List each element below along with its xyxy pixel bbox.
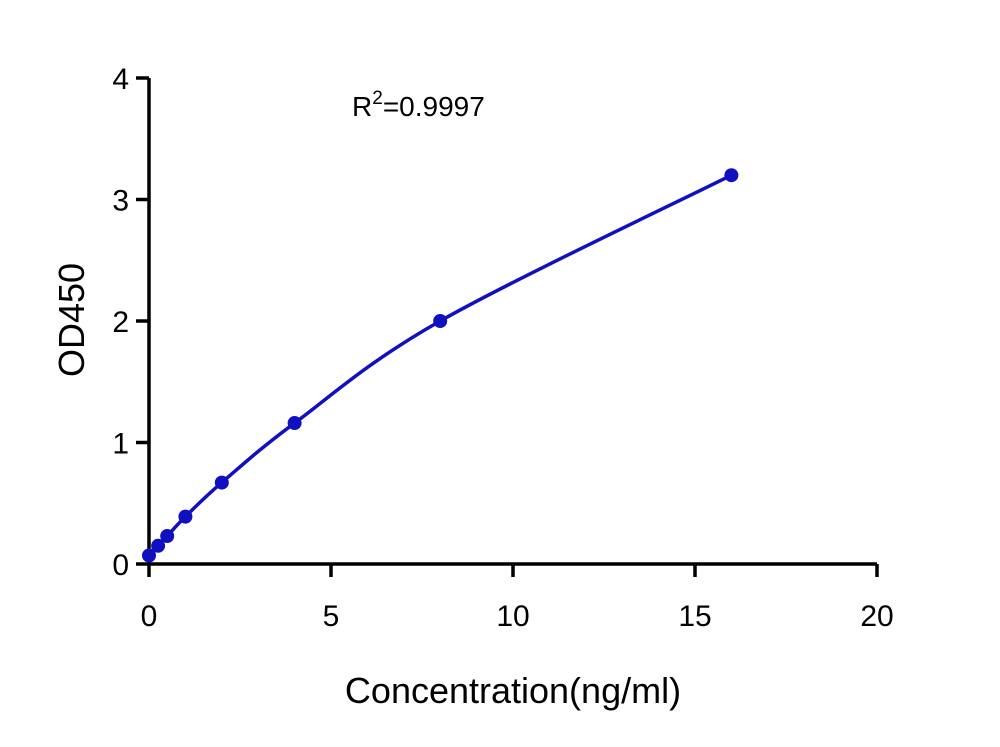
fit-curve xyxy=(147,173,733,557)
data-point xyxy=(160,529,175,544)
y-tick-label: 1 xyxy=(112,428,129,461)
x-axis-ticks: 0 5 10 15 20 xyxy=(141,564,894,633)
data-point xyxy=(214,475,229,490)
data-point xyxy=(142,548,156,563)
y-tick-label: 2 xyxy=(112,306,129,339)
x-tick-label: 10 xyxy=(496,600,529,633)
r-squared-annotation: R2=0.9997 xyxy=(352,88,485,122)
r-squared-value: =0.9997 xyxy=(383,91,485,122)
data-point xyxy=(178,509,193,524)
x-tick-label: 5 xyxy=(323,600,340,633)
y-tick-label: 4 xyxy=(112,63,129,96)
data-point xyxy=(433,314,448,328)
y-axis-title: OD450 xyxy=(51,263,92,377)
x-tick-label: 15 xyxy=(678,600,711,633)
r-squared-base: R xyxy=(352,91,372,122)
data-points xyxy=(142,168,739,563)
data-point xyxy=(151,538,166,553)
x-axis-title: Concentration(ng/ml) xyxy=(345,670,681,711)
x-tick-label: 0 xyxy=(141,600,158,633)
y-tick-label: 3 xyxy=(112,185,129,218)
y-axis-ticks: 0 1 2 3 4 xyxy=(112,63,149,582)
data-point xyxy=(724,168,739,183)
x-tick-label: 20 xyxy=(860,600,893,633)
y-tick-label: 0 xyxy=(112,549,129,582)
r-squared-superscript: 2 xyxy=(372,88,383,109)
data-point xyxy=(287,416,302,431)
axes xyxy=(147,78,877,566)
